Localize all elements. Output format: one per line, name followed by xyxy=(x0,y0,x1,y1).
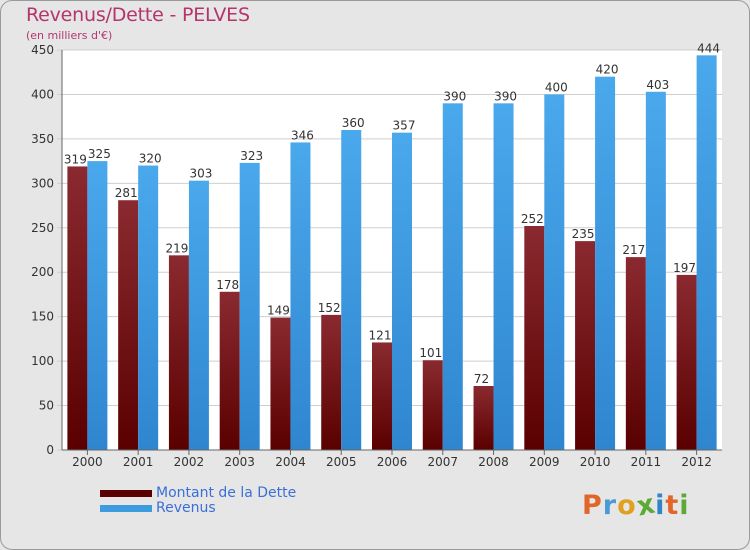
data-label: 319 xyxy=(64,152,87,166)
data-label: 346 xyxy=(291,128,314,142)
data-label: 360 xyxy=(342,116,365,130)
data-label: 219 xyxy=(165,241,188,255)
legend-label-revenus: Revenus xyxy=(156,500,216,516)
y-tick-label: 150 xyxy=(31,310,54,324)
data-label: 72 xyxy=(474,372,489,386)
data-label: 444 xyxy=(697,41,720,55)
data-label: 197 xyxy=(673,261,696,275)
y-tick-label: 250 xyxy=(31,221,54,235)
proxiti-logo: Proxiti xyxy=(582,488,690,522)
logo-letter: P xyxy=(582,490,603,521)
bar-revenus xyxy=(392,132,412,450)
x-tick-label: 2012 xyxy=(681,455,712,469)
logo-letter: o xyxy=(617,490,637,521)
bar-revenus xyxy=(290,142,311,450)
data-label: 235 xyxy=(572,227,595,241)
data-label: 217 xyxy=(622,243,645,257)
y-tick-label: 0 xyxy=(46,443,54,457)
bar-revenus xyxy=(493,103,514,450)
bar-dette xyxy=(372,342,392,450)
x-tick-label: 2008 xyxy=(478,455,509,469)
logo-letter: i xyxy=(679,490,690,521)
x-tick-label: 2011 xyxy=(631,455,662,469)
bar-revenus xyxy=(188,180,209,450)
bar-revenus xyxy=(239,162,260,450)
bar-revenus xyxy=(595,76,616,451)
bar-dette xyxy=(67,166,88,450)
logo-letter: i xyxy=(655,490,666,521)
y-tick-label: 200 xyxy=(31,265,54,279)
data-label: 357 xyxy=(393,119,416,133)
data-label: 303 xyxy=(189,167,212,181)
logo-letter: t xyxy=(665,490,680,521)
bar-dette xyxy=(118,200,139,450)
y-tick-label: 100 xyxy=(31,354,54,368)
y-tick-label: 450 xyxy=(31,43,54,57)
x-tick-label: 2009 xyxy=(529,455,560,469)
data-label: 252 xyxy=(521,212,544,226)
data-label: 101 xyxy=(419,346,442,360)
data-label: 323 xyxy=(240,149,263,163)
y-tick-label: 400 xyxy=(31,87,54,101)
bar-dette xyxy=(168,255,189,450)
data-label: 390 xyxy=(494,89,517,103)
data-label: 390 xyxy=(443,89,466,103)
data-label: 325 xyxy=(88,147,111,161)
y-tick-label: 300 xyxy=(31,176,54,190)
chart-title: Revenus/Dette - PELVES xyxy=(26,4,250,26)
x-tick-label: 2001 xyxy=(123,455,154,469)
data-label: 400 xyxy=(545,80,568,94)
data-label: 178 xyxy=(216,278,239,292)
x-tick-label: 2010 xyxy=(580,455,611,469)
bar-revenus xyxy=(442,103,463,450)
data-label: 152 xyxy=(318,301,341,315)
bar-revenus xyxy=(645,91,666,451)
bar-revenus xyxy=(138,165,159,451)
x-tick-label: 2007 xyxy=(427,455,458,469)
x-tick-label: 2002 xyxy=(174,455,205,469)
data-label: 281 xyxy=(115,186,138,200)
bar-dette xyxy=(321,314,342,450)
bar-dette xyxy=(219,291,240,450)
legend-swatch-dette xyxy=(100,490,152,497)
bar-revenus xyxy=(87,161,108,450)
x-tick-label: 2004 xyxy=(275,455,306,469)
bar-dette xyxy=(473,386,494,450)
x-tick-label: 2005 xyxy=(326,455,357,469)
x-tick-label: 2003 xyxy=(224,455,255,469)
chart-subtitle: (en milliers d'€) xyxy=(26,29,113,42)
bar-revenus xyxy=(544,94,565,450)
bar-revenus xyxy=(341,130,362,450)
bar-dette xyxy=(270,317,291,450)
y-tick-label: 350 xyxy=(31,132,54,146)
data-label: 420 xyxy=(596,63,619,77)
bar-dette xyxy=(422,360,443,450)
data-label: 320 xyxy=(139,152,162,166)
y-tick-label: 50 xyxy=(39,399,54,413)
data-label: 149 xyxy=(267,304,290,318)
x-tick-label: 2000 xyxy=(72,455,103,469)
data-label: 121 xyxy=(369,328,392,342)
bar-dette xyxy=(524,226,545,450)
logo-letter: r xyxy=(602,490,618,521)
x-tick-label: 2006 xyxy=(377,455,408,469)
legend-label-dette: Montant de la Dette xyxy=(156,485,297,501)
bar-revenus xyxy=(696,55,717,450)
data-label: 403 xyxy=(646,78,669,92)
legend-swatch-revenus xyxy=(100,505,152,512)
bar-dette xyxy=(676,274,697,450)
bar-dette xyxy=(575,241,596,450)
bar-dette xyxy=(625,257,646,450)
